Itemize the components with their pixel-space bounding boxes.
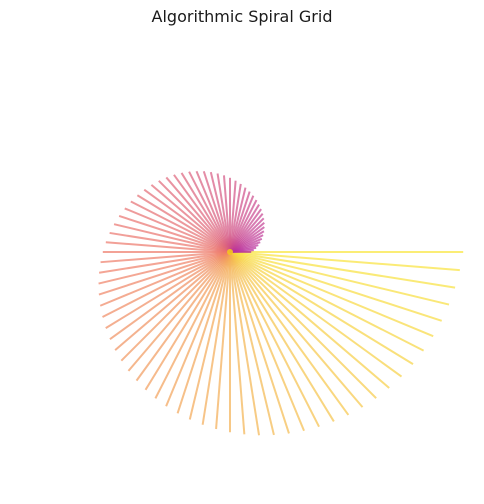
spiral-spoke: [230, 252, 376, 398]
spiral-spoke: [121, 252, 230, 361]
spiral-spoke: [230, 252, 289, 433]
center-dot: [227, 249, 233, 255]
spiral-spoke: [230, 252, 442, 321]
spiral-spoke: [178, 252, 230, 413]
spokes-group: [99, 171, 464, 435]
spiral-spoke: [99, 252, 230, 295]
